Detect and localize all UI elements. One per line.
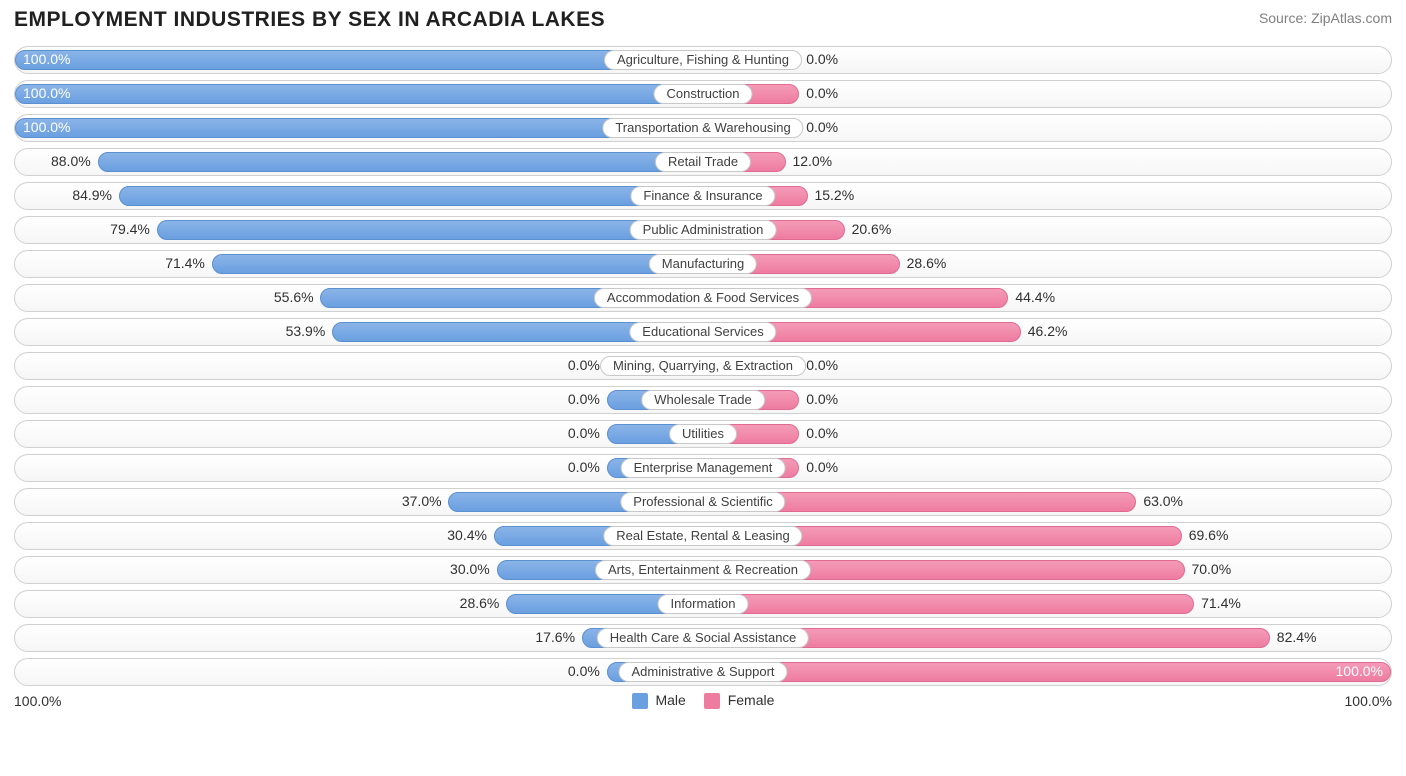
chart-row: 0.0% 100.0% Administrative & Support xyxy=(14,658,1392,686)
category-label: Educational Services xyxy=(629,322,776,342)
category-label: Finance & Insurance xyxy=(630,186,775,206)
chart-row: 79.4% 20.6% Public Administration xyxy=(14,216,1392,244)
male-pct-label: 37.0% xyxy=(402,493,442,509)
category-label: Retail Trade xyxy=(655,152,751,172)
chart-row: 100.0% 0.0%Agriculture, Fishing & Hunting xyxy=(14,46,1392,74)
category-label: Transportation & Warehousing xyxy=(602,118,803,138)
female-pct-label: 70.0% xyxy=(1191,561,1231,577)
chart-row: 0.0% 0.0%Mining, Quarrying, & Extraction xyxy=(14,352,1392,380)
chart-row: 17.6% 82.4% Health Care & Social Assistanc… xyxy=(14,624,1392,652)
legend-male: Male xyxy=(632,692,686,709)
female-pct-label: 0.0% xyxy=(806,119,838,135)
category-label: Wholesale Trade xyxy=(641,390,765,410)
category-label: Real Estate, Rental & Leasing xyxy=(603,526,802,546)
chart-row: 53.9% 46.2% Educational Services xyxy=(14,318,1392,346)
chart-legend: Male Female xyxy=(632,692,775,709)
legend-male-label: Male xyxy=(655,692,685,708)
male-pct-label: 71.4% xyxy=(165,255,205,271)
female-pct-label: 46.2% xyxy=(1028,323,1068,339)
female-pct-label: 28.6% xyxy=(907,255,947,271)
category-label: Mining, Quarrying, & Extraction xyxy=(600,356,806,376)
male-bar xyxy=(98,152,703,172)
category-label: Administrative & Support xyxy=(618,662,787,682)
male-pct-label: 88.0% xyxy=(51,153,91,169)
category-label: Utilities xyxy=(669,424,737,444)
category-label: Agriculture, Fishing & Hunting xyxy=(604,50,802,70)
male-pct-label: 0.0% xyxy=(568,357,600,373)
chart-row: 30.0% 70.0% Arts, Entertainment & Recreati… xyxy=(14,556,1392,584)
male-bar xyxy=(212,254,703,274)
female-pct-label: 100.0% xyxy=(1336,663,1383,679)
chart-row: 55.6% 44.4% Accommodation & Food Services xyxy=(14,284,1392,312)
female-pct-label: 20.6% xyxy=(852,221,892,237)
male-pct-label: 0.0% xyxy=(568,425,600,441)
chart-row: 0.0% 0.0% Wholesale Trade xyxy=(14,386,1392,414)
male-pct-label: 30.4% xyxy=(447,527,487,543)
chart-title: EMPLOYMENT INDUSTRIES BY SEX IN ARCADIA … xyxy=(14,8,605,32)
category-label: Enterprise Management xyxy=(621,458,786,478)
male-bar xyxy=(119,186,703,206)
male-pct-label: 100.0% xyxy=(23,85,70,101)
category-label: Arts, Entertainment & Recreation xyxy=(595,560,811,580)
axis-right-label: 100.0% xyxy=(1345,693,1392,709)
chart-row: 71.4% 28.6% Manufacturing xyxy=(14,250,1392,278)
chart-row: 100.0% 0.0% Construction xyxy=(14,80,1392,108)
male-pct-label: 0.0% xyxy=(568,663,600,679)
chart-row: 0.0% 0.0% Enterprise Management xyxy=(14,454,1392,482)
category-label: Information xyxy=(657,594,748,614)
male-pct-label: 53.9% xyxy=(286,323,326,339)
male-swatch xyxy=(632,693,648,709)
male-bar xyxy=(15,84,703,104)
female-pct-label: 0.0% xyxy=(806,357,838,373)
chart-row: 84.9% 15.2% Finance & Insurance xyxy=(14,182,1392,210)
female-pct-label: 0.0% xyxy=(806,51,838,67)
chart-row: 88.0% 12.0% Retail Trade xyxy=(14,148,1392,176)
female-pct-label: 0.0% xyxy=(806,459,838,475)
male-bar xyxy=(15,50,703,70)
female-pct-label: 0.0% xyxy=(806,391,838,407)
male-pct-label: 100.0% xyxy=(23,51,70,67)
legend-female-label: Female xyxy=(728,692,775,708)
category-label: Manufacturing xyxy=(649,254,757,274)
category-label: Accommodation & Food Services xyxy=(594,288,812,308)
chart-row: 0.0% 0.0% Utilities xyxy=(14,420,1392,448)
female-pct-label: 15.2% xyxy=(814,187,854,203)
chart-row: 30.4% 69.6% Real Estate, Rental & Leasing xyxy=(14,522,1392,550)
female-bar xyxy=(703,662,1391,682)
male-pct-label: 0.0% xyxy=(568,459,600,475)
chart-row: 100.0% 0.0%Transportation & Warehousing xyxy=(14,114,1392,142)
male-pct-label: 84.9% xyxy=(72,187,112,203)
female-bar xyxy=(703,594,1194,614)
female-swatch xyxy=(704,693,720,709)
male-pct-label: 79.4% xyxy=(110,221,150,237)
male-pct-label: 30.0% xyxy=(450,561,490,577)
legend-female: Female xyxy=(704,692,775,709)
female-pct-label: 44.4% xyxy=(1015,289,1055,305)
axis-left-label: 100.0% xyxy=(14,693,61,709)
chart-row: 28.6% 71.4% Information xyxy=(14,590,1392,618)
male-bar xyxy=(157,220,703,240)
category-label: Construction xyxy=(654,84,753,104)
male-bar xyxy=(15,118,703,138)
male-pct-label: 100.0% xyxy=(23,119,70,135)
chart-header: EMPLOYMENT INDUSTRIES BY SEX IN ARCADIA … xyxy=(14,8,1392,32)
female-pct-label: 82.4% xyxy=(1277,629,1317,645)
female-pct-label: 0.0% xyxy=(806,425,838,441)
category-label: Health Care & Social Assistance xyxy=(597,628,809,648)
chart-axis: 100.0% Male Female 100.0% xyxy=(14,692,1392,709)
male-pct-label: 0.0% xyxy=(568,391,600,407)
female-pct-label: 63.0% xyxy=(1143,493,1183,509)
category-label: Professional & Scientific xyxy=(620,492,785,512)
chart-row: 37.0% 63.0% Professional & Scientific xyxy=(14,488,1392,516)
female-pct-label: 0.0% xyxy=(806,85,838,101)
diverging-bar-chart: 100.0%0.0%Agriculture, Fishing & Hunting… xyxy=(14,46,1392,686)
male-pct-label: 17.6% xyxy=(535,629,575,645)
chart-source: Source: ZipAtlas.com xyxy=(1259,10,1392,26)
category-label: Public Administration xyxy=(630,220,777,240)
female-pct-label: 69.6% xyxy=(1189,527,1229,543)
female-pct-label: 71.4% xyxy=(1201,595,1241,611)
male-pct-label: 55.6% xyxy=(274,289,314,305)
male-pct-label: 28.6% xyxy=(460,595,500,611)
female-pct-label: 12.0% xyxy=(792,153,832,169)
